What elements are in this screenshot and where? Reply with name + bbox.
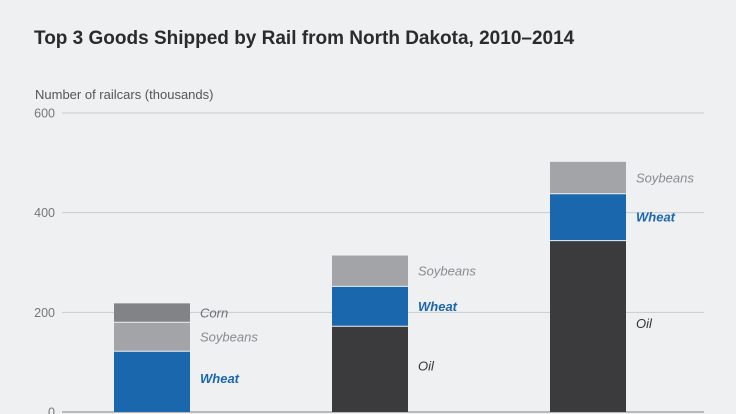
bar-segment-wheat [550,193,626,241]
segment-label-soybeans: Soybeans [200,329,258,344]
segment-label-soybeans: Soybeans [418,263,476,278]
segment-label-wheat: Wheat [636,210,676,225]
bars [114,161,626,412]
bar-segment-soybeans [332,255,408,287]
bar-segment-oil [550,240,626,412]
segment-label-corn: Corn [200,305,228,320]
segment-label-oil: Oil [636,316,653,331]
chart-title: Top 3 Goods Shipped by Rail from North D… [34,28,575,49]
bar-segment-corn [114,303,190,323]
segment-label-soybeans: Soybeans [636,170,694,185]
bar-segment-soybeans [550,161,626,194]
y-tick-label: 200 [34,306,55,320]
segment-label-oil: Oil [418,359,435,374]
bar-segment-wheat [114,351,190,412]
segment-labels: Wheat Soybeans Corn Oil Wheat Soybeans Oil Whea… [200,170,694,386]
bar-segment-soybeans [114,322,190,352]
bar-segment-wheat [332,286,408,327]
y-tick-label: 600 [34,107,55,121]
segment-label-wheat: Wheat [418,299,458,314]
segment-label-wheat: Wheat [200,371,240,386]
bar-segment-oil [332,326,408,412]
y-tick-label: 400 [34,206,55,220]
y-tick-label: 0 [48,406,55,414]
y-axis-label: Number of railcars (thousands) [35,87,214,102]
